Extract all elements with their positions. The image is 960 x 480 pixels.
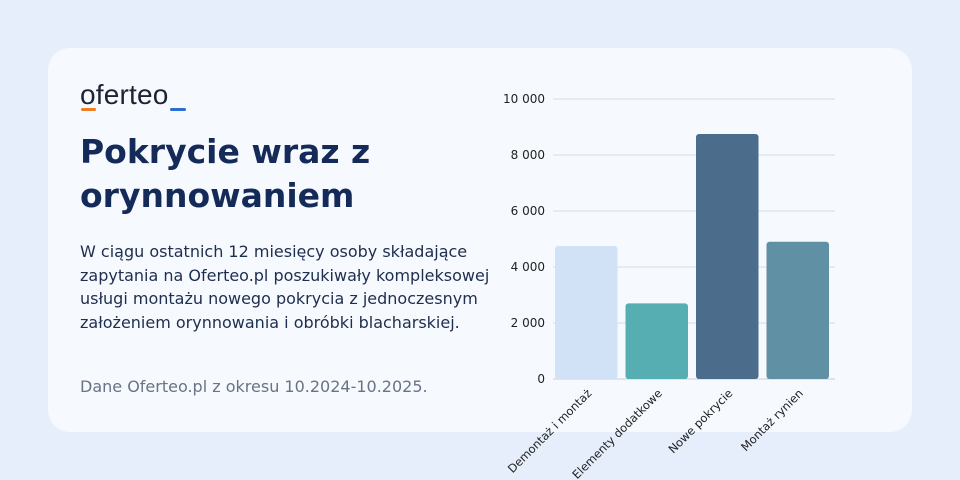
y-tick-label: 4 000 (511, 260, 545, 274)
y-tick-label: 2 000 (511, 316, 545, 330)
page-title: Pokrycie wraz z orynnowaniem (80, 132, 371, 215)
bar (555, 246, 618, 379)
logo-accent-blue (170, 108, 186, 111)
oferteo-logo: oferteo (80, 79, 169, 110)
logo-accent-orange (81, 108, 96, 111)
bar (625, 303, 688, 379)
y-tick-label: 0 (537, 372, 545, 386)
x-tick-label: Nowe pokrycie (665, 386, 735, 456)
x-tick-label: Montaż rynien (738, 386, 806, 454)
source-note: Dane Oferteo.pl z okresu 10.2024-10.2025… (80, 377, 428, 396)
y-tick-label: 6 000 (511, 204, 545, 218)
y-tick-label: 8 000 (511, 148, 545, 162)
bar (696, 134, 759, 379)
y-tick-label: 10 000 (503, 92, 545, 106)
bar (766, 241, 829, 379)
description-text: W ciągu ostatnich 12 miesięcy osoby skła… (80, 242, 490, 332)
